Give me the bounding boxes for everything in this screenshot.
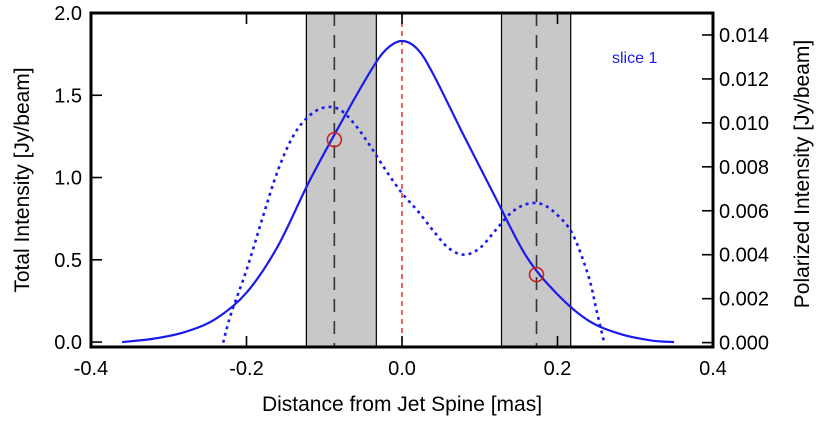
y-tick-label-right: 0.008 [719,157,769,179]
x-axis-title: Distance from Jet Spine [mas] [262,393,542,416]
y-tick-label-right: 0.000 [719,333,769,355]
x-tick-label: 0.0 [388,358,416,380]
ticks [90,12,714,347]
y-tick-label-right: 0.014 [719,25,769,47]
x-tick-label: 0.2 [544,358,572,380]
y-tick-label-left: 0.5 [54,250,82,272]
series-layer [121,39,675,344]
shaded-regions [305,12,572,348]
y-tick-label-left: 1.5 [54,85,82,107]
slice-annotation: slice 1 [612,50,657,67]
x-tick-label: -0.2 [229,358,263,380]
x-tick-label: -0.4 [74,358,108,380]
y-axis-title-left: Total Intensity [Jy/beam] [11,67,34,292]
y-tick-label-left: 2.0 [54,3,82,25]
y-axis-title-right: Polarized Intensity [Jy/beam] [791,40,814,308]
y-tick-label-right: 0.012 [719,69,769,91]
markers [326,131,545,283]
shaded-region-1 [305,12,377,348]
marker-circle-2 [528,266,545,283]
marker-circle-1 [326,131,343,148]
y-tick-label-right: 0.002 [719,289,769,311]
series-polarized-intensity [221,105,606,343]
x-tick-label: 0.4 [699,358,727,380]
y-tick-label-right: 0.006 [719,201,769,223]
tick-labels: -0.4 -0.2 0.0 0.2 0.4 0.0 0.5 1.0 1.5 2.0 0.000 0.0… [54,3,769,380]
y-tick-label-left: 1.0 [54,168,82,190]
series-total-intensity [121,39,675,344]
y-tick-label-left: 0.0 [54,332,82,354]
y-tick-label-right: 0.010 [719,113,769,135]
reference-lines [333,13,538,347]
y-tick-label-right: 0.004 [719,245,769,267]
